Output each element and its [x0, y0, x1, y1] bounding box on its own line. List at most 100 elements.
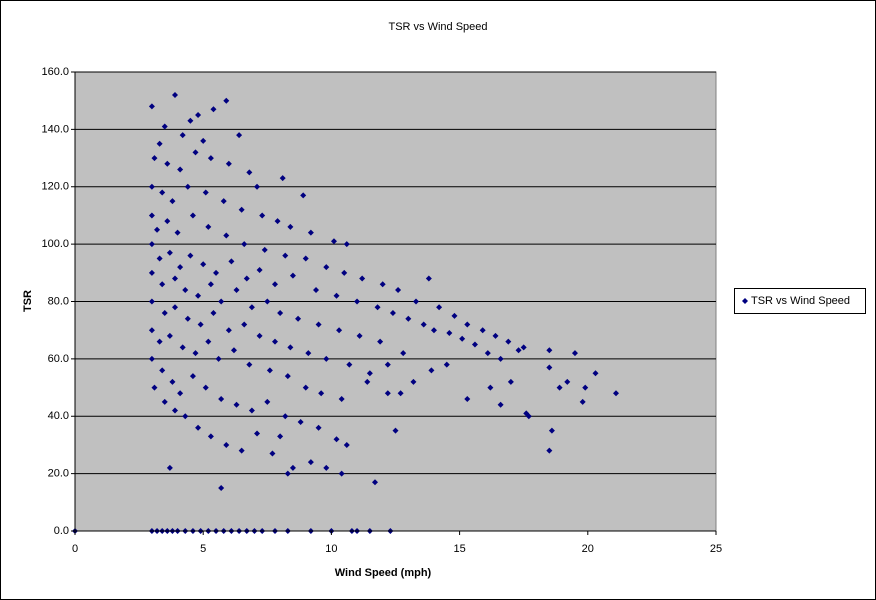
- point: [254, 183, 261, 190]
- point: [384, 390, 391, 397]
- point: [177, 390, 184, 397]
- point: [171, 304, 178, 311]
- point: [389, 309, 396, 316]
- point: [246, 169, 253, 176]
- point: [279, 175, 286, 182]
- point: [297, 418, 304, 425]
- point: [425, 275, 432, 282]
- point: [315, 424, 322, 431]
- point: [189, 373, 196, 380]
- point: [174, 229, 181, 236]
- point: [564, 378, 571, 385]
- x-tick-label: 0: [72, 543, 78, 555]
- point: [264, 398, 271, 405]
- point: [205, 223, 212, 230]
- point: [405, 315, 412, 322]
- point: [248, 407, 255, 414]
- point: [497, 355, 504, 362]
- point: [223, 232, 230, 239]
- point: [159, 189, 166, 196]
- point: [177, 264, 184, 271]
- point: [354, 298, 361, 305]
- point: [436, 304, 443, 311]
- point: [289, 272, 296, 279]
- point: [546, 364, 553, 371]
- point: [497, 401, 504, 408]
- point: [228, 258, 235, 265]
- point: [241, 321, 248, 328]
- point: [264, 298, 271, 305]
- legend: TSR vs Wind Speed: [734, 288, 866, 314]
- point: [282, 252, 289, 259]
- y-axis-title: TSR: [22, 290, 34, 312]
- point: [156, 255, 163, 262]
- point: [284, 470, 291, 477]
- point: [148, 327, 155, 334]
- point: [515, 347, 522, 354]
- point: [333, 292, 340, 299]
- point: [464, 321, 471, 328]
- x-tick-label: 10: [325, 543, 337, 555]
- point: [338, 470, 345, 477]
- point: [464, 396, 471, 403]
- point: [364, 378, 371, 385]
- y-tick-label: 40.0: [48, 410, 69, 422]
- point: [579, 398, 586, 405]
- point: [287, 344, 294, 351]
- point: [359, 275, 366, 282]
- point: [202, 384, 209, 391]
- y-tick-label: 20.0: [48, 468, 69, 480]
- point: [356, 332, 363, 339]
- point: [471, 341, 478, 348]
- point: [269, 450, 276, 457]
- point: [169, 198, 176, 205]
- y-tick-label: 0.0: [54, 525, 69, 537]
- point: [171, 275, 178, 282]
- point: [159, 367, 166, 374]
- point: [233, 287, 240, 294]
- point: [479, 327, 486, 334]
- point: [161, 123, 168, 130]
- point: [166, 332, 173, 339]
- point: [413, 298, 420, 305]
- point: [330, 238, 337, 245]
- point: [613, 390, 620, 397]
- point: [374, 304, 381, 311]
- point: [161, 398, 168, 405]
- point: [282, 413, 289, 420]
- point: [343, 441, 350, 448]
- point: [207, 433, 214, 440]
- point: [507, 378, 514, 385]
- point: [195, 292, 202, 299]
- point: [166, 249, 173, 256]
- point: [171, 407, 178, 414]
- point: [261, 246, 268, 253]
- point: [271, 281, 278, 288]
- y-tick-label: 120.0: [41, 181, 69, 193]
- point: [148, 241, 155, 248]
- point: [582, 384, 589, 391]
- legend-marker: [742, 298, 748, 304]
- point: [307, 459, 314, 466]
- point: [287, 223, 294, 230]
- y-tick-label: 140.0: [41, 123, 69, 135]
- point: [182, 413, 189, 420]
- point: [164, 160, 171, 167]
- point: [492, 332, 499, 339]
- point: [256, 332, 263, 339]
- point: [210, 106, 217, 113]
- point: [305, 350, 312, 357]
- point: [192, 149, 199, 156]
- x-axis-title: Wind Speed (mph): [335, 567, 432, 579]
- point: [200, 261, 207, 268]
- point: [184, 183, 191, 190]
- y-tick-label: 60.0: [48, 353, 69, 365]
- point: [187, 252, 194, 259]
- x-tick-label: 5: [200, 543, 206, 555]
- point: [384, 361, 391, 368]
- point: [346, 361, 353, 368]
- point: [266, 367, 273, 374]
- point: [428, 367, 435, 374]
- point: [392, 427, 399, 434]
